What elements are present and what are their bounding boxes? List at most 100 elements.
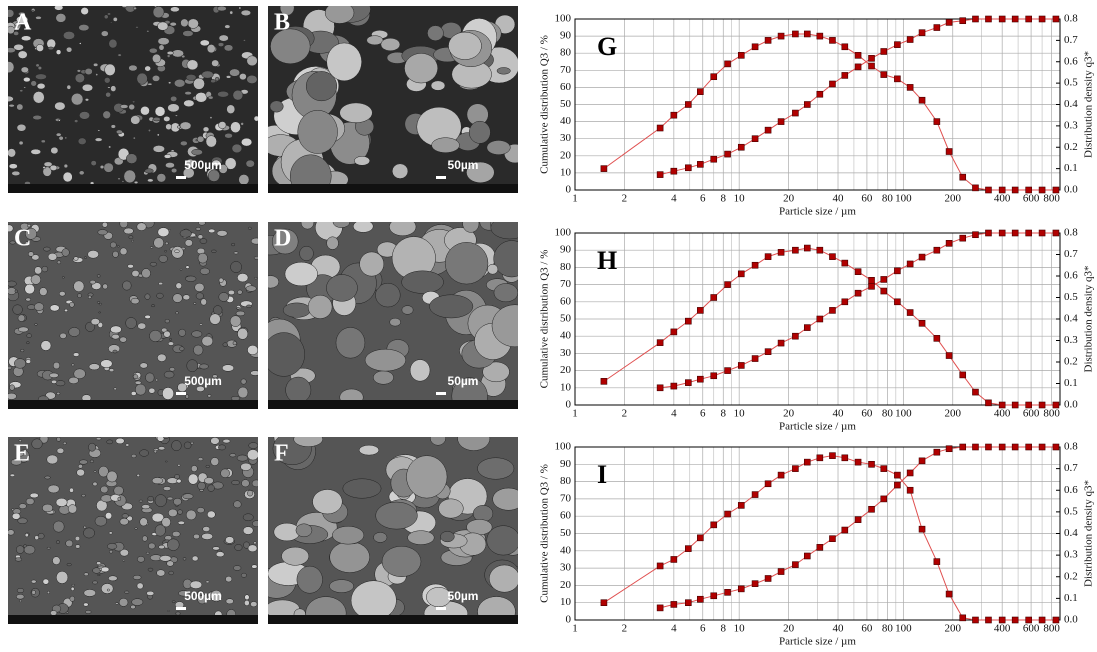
- marker: [1053, 230, 1059, 236]
- particle: [118, 497, 121, 500]
- particle: [102, 222, 107, 227]
- particle: [390, 318, 401, 326]
- marker: [985, 230, 991, 236]
- particle: [43, 166, 46, 168]
- marker: [1012, 444, 1018, 450]
- particle: [41, 140, 45, 143]
- marker: [869, 55, 875, 61]
- marker: [817, 316, 823, 322]
- particle: [243, 514, 253, 521]
- particle: [93, 63, 98, 66]
- marker: [855, 52, 861, 58]
- particle: [237, 455, 248, 461]
- particle: [215, 77, 219, 81]
- marker: [752, 356, 758, 362]
- particle: [100, 165, 104, 169]
- marker: [711, 593, 717, 599]
- particle: [45, 476, 51, 479]
- particle: [69, 488, 73, 493]
- particle: [81, 7, 89, 14]
- marker: [960, 235, 966, 241]
- particle: [99, 312, 101, 313]
- particle: [91, 161, 97, 166]
- particle: [151, 305, 155, 307]
- particle: [477, 458, 513, 480]
- marker: [960, 372, 966, 378]
- particle: [494, 241, 530, 277]
- particle: [178, 464, 180, 466]
- marker: [1012, 187, 1018, 193]
- particle: [82, 494, 86, 497]
- marker: [765, 37, 771, 43]
- x-tick-label: 10: [734, 193, 746, 205]
- particle: [56, 380, 65, 385]
- panel-label: B: [274, 10, 290, 36]
- particle: [84, 257, 86, 259]
- particle: [439, 499, 464, 518]
- scale-bar-label: 50µm: [448, 374, 479, 388]
- marker: [881, 288, 887, 294]
- particle: [159, 45, 164, 51]
- particle: [26, 498, 34, 505]
- particle: [93, 482, 97, 486]
- particle: [252, 480, 261, 487]
- particle: [167, 539, 179, 551]
- marker: [792, 247, 798, 253]
- x-tick-label: 800: [1043, 623, 1060, 635]
- particle: [42, 504, 52, 512]
- particle: [133, 375, 138, 379]
- particle: [246, 286, 256, 292]
- particle: [110, 22, 112, 23]
- particle: [95, 138, 102, 142]
- particle: [14, 44, 24, 50]
- particle: [79, 171, 84, 175]
- particle: [196, 227, 201, 230]
- particle: [96, 73, 98, 75]
- x-tick-label: 600: [1023, 193, 1040, 205]
- marker: [765, 127, 771, 133]
- particle: [25, 284, 35, 294]
- particle: [89, 364, 100, 370]
- particle: [48, 253, 57, 260]
- particle: [135, 381, 141, 384]
- particle: [168, 104, 180, 112]
- particle: [75, 536, 80, 541]
- particle: [180, 122, 191, 130]
- marker: [881, 276, 887, 282]
- particle: [154, 450, 157, 453]
- marker: [869, 277, 875, 283]
- particle: [74, 257, 78, 261]
- particle: [12, 513, 20, 519]
- particle: [179, 329, 186, 336]
- particle: [145, 66, 151, 71]
- particle: [202, 533, 213, 539]
- particle: [71, 587, 74, 591]
- particle: [308, 295, 332, 318]
- particle: [47, 591, 50, 594]
- particle: [247, 56, 258, 66]
- marker: [697, 535, 703, 541]
- particle: [56, 133, 61, 136]
- particle: [57, 448, 64, 453]
- y-tick-label: 0: [566, 614, 572, 626]
- particle: [75, 545, 80, 549]
- particle: [131, 454, 136, 458]
- particle: [113, 251, 119, 257]
- y-tick-label: 90: [560, 458, 572, 470]
- particle: [180, 230, 192, 238]
- particle: [432, 138, 460, 153]
- particle: [140, 518, 148, 526]
- particle: [250, 371, 259, 376]
- particle: [139, 500, 143, 502]
- particle: [177, 510, 182, 515]
- particle: [340, 103, 373, 123]
- y-tick-label: 60: [560, 510, 572, 522]
- particle: [251, 238, 261, 244]
- y-tick-label: 40: [560, 544, 572, 556]
- particle: [95, 516, 107, 526]
- particle: [233, 90, 243, 100]
- particle: [162, 387, 173, 399]
- y2-tick-label: 0.5: [1064, 505, 1078, 517]
- particle: [206, 465, 210, 467]
- particle: [23, 77, 30, 82]
